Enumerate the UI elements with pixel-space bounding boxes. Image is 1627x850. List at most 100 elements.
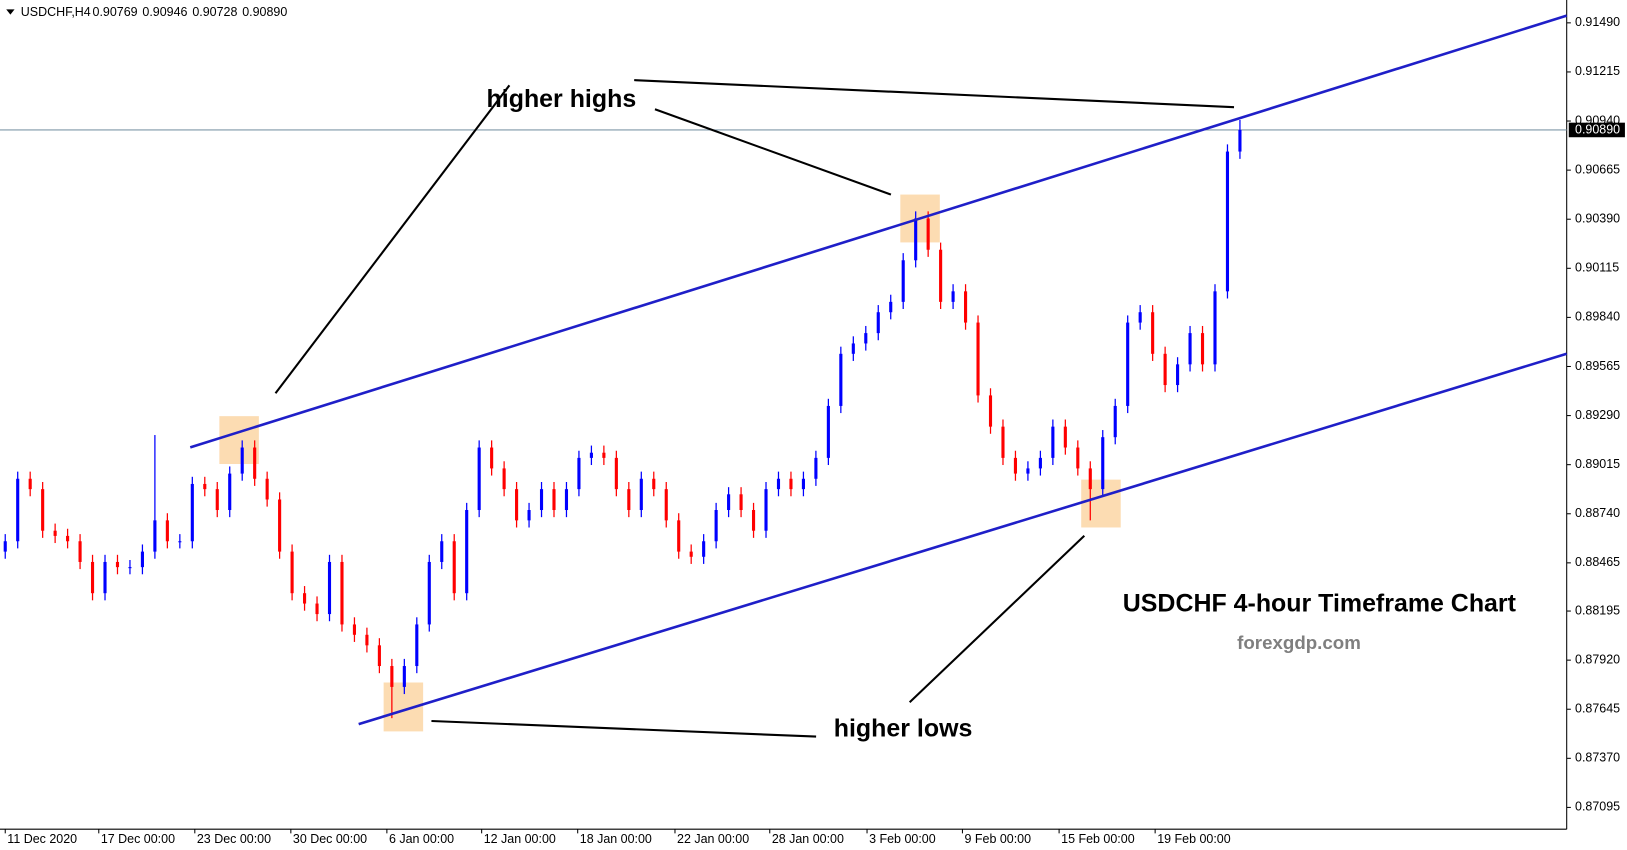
candle-body	[751, 510, 756, 531]
y-tick-label: 0.89290	[1575, 408, 1620, 422]
candle-body	[415, 624, 419, 667]
candle-body	[801, 478, 805, 490]
candle-body	[889, 301, 893, 313]
candle-body	[926, 218, 930, 250]
chart-title: USDCHF 4-hour Timeframe Chart	[1123, 590, 1516, 618]
x-tick-label: 19 Feb 00:00	[1157, 832, 1231, 846]
candle-body	[290, 551, 294, 594]
y-tick-label: 0.89840	[1575, 310, 1620, 324]
candle-body	[165, 520, 169, 542]
price-tag-label: 0.90890	[1575, 122, 1620, 136]
candle-body	[365, 634, 369, 646]
candle-body	[914, 218, 918, 261]
candle-body	[3, 541, 7, 552]
candle-body	[577, 457, 581, 490]
highlight-box	[1081, 479, 1121, 528]
candle-body	[203, 483, 207, 490]
x-tick-label: 22 Jan 00:00	[677, 832, 749, 846]
candle-body	[1200, 333, 1205, 365]
candle-body	[128, 567, 132, 569]
x-tick-label: 9 Feb 00:00	[965, 832, 1032, 846]
candle-body	[490, 447, 494, 469]
candle-body	[901, 260, 905, 302]
candle-body	[839, 353, 843, 406]
header-close: 0.90890	[242, 5, 287, 19]
candle-body	[41, 489, 45, 531]
candle-body	[452, 541, 456, 594]
y-tick-label: 0.89565	[1575, 359, 1620, 373]
candle-body	[564, 489, 569, 511]
candle-body	[714, 510, 718, 542]
candle-body	[627, 489, 631, 511]
candle-body	[614, 457, 618, 490]
candle-body	[702, 541, 706, 557]
header: USDCHF,H4 0.90769 0.90946 0.90728 0.9089…	[6, 5, 287, 19]
candle-body	[315, 603, 319, 615]
annotation: higher lows	[834, 715, 973, 743]
candle-body	[1001, 426, 1005, 458]
candle-body	[527, 510, 531, 521]
y-tick-label: 0.88195	[1575, 603, 1620, 617]
header-arrow	[6, 9, 15, 15]
y-tick-label: 0.88740	[1575, 506, 1620, 520]
candle-body	[1113, 405, 1117, 438]
candle-body	[1163, 353, 1167, 386]
symbol-label: USDCHF,H4	[21, 5, 91, 19]
candle-body	[377, 645, 381, 667]
candle-body	[1051, 426, 1055, 458]
channel-upper	[189, 14, 1568, 449]
candle-body	[1238, 129, 1242, 152]
candle-body	[602, 452, 606, 458]
candle-body	[265, 478, 269, 500]
candle-body	[515, 489, 519, 521]
candle-body	[278, 499, 282, 552]
candle-body	[465, 510, 469, 594]
candle-body	[739, 494, 743, 511]
candle-body	[689, 551, 693, 557]
candle-body	[340, 561, 344, 625]
candle-body	[1088, 468, 1092, 490]
price-tag	[1568, 122, 1625, 138]
candle-body	[477, 447, 481, 511]
candle-body	[215, 489, 219, 511]
pointer-line	[634, 79, 1235, 109]
candle-body	[764, 489, 768, 531]
candle-body	[876, 312, 880, 334]
candle-body	[1126, 322, 1130, 406]
candle-body	[826, 405, 830, 458]
y-tick-label: 0.90665	[1575, 162, 1620, 176]
candle-body	[814, 457, 818, 479]
candle-body	[53, 530, 57, 536]
pointer-line	[908, 535, 1086, 704]
candle-body	[66, 535, 70, 542]
pointer-line	[654, 108, 892, 196]
candle-body	[1038, 457, 1042, 469]
candle-body	[28, 478, 32, 490]
candle-body	[228, 473, 232, 511]
candle-body	[103, 561, 107, 594]
candle-body	[664, 489, 668, 521]
y-tick-label: 0.90390	[1575, 212, 1620, 226]
candle-body	[1151, 312, 1155, 354]
candle-body	[90, 561, 95, 594]
candle-body	[951, 291, 955, 302]
candle-body	[539, 489, 544, 511]
candle-body	[153, 520, 157, 552]
y-tick-label: 0.89015	[1575, 457, 1620, 471]
highlight-box	[219, 416, 259, 465]
candle-body	[1188, 333, 1192, 365]
candle-body	[303, 593, 307, 604]
x-tick-label: 3 Feb 00:00	[869, 832, 936, 846]
drawings: higher highs higher lows USDCHF 4-hour T…	[189, 14, 1568, 743]
candle-body	[1013, 457, 1018, 474]
candle-body	[589, 452, 593, 458]
header-low: 0.90728	[192, 5, 237, 19]
candle-body	[789, 478, 793, 490]
candle-body	[1026, 468, 1030, 474]
candle-body	[988, 395, 993, 427]
x-tick-label: 6 Jan 00:00	[389, 832, 454, 846]
candle-body	[727, 494, 731, 511]
candle-body	[253, 447, 257, 479]
